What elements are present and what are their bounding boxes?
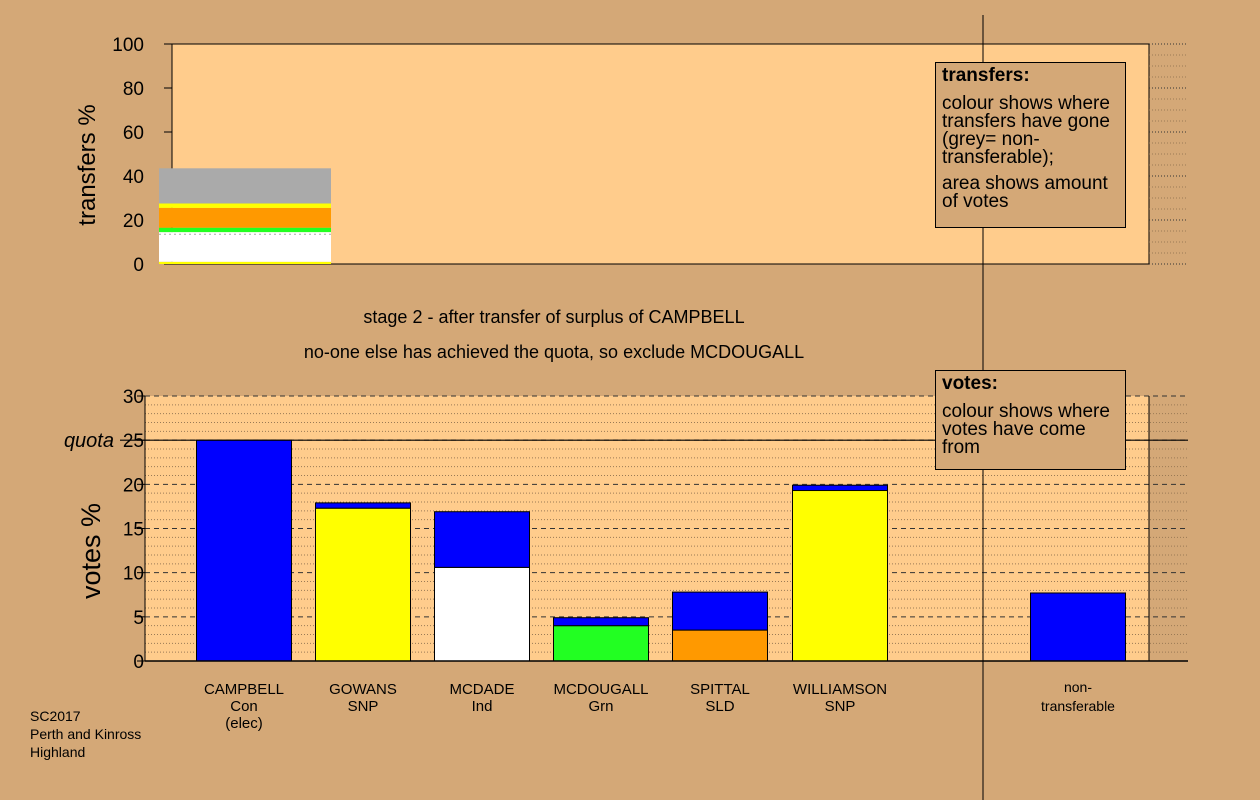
category-label-gowans: SNP xyxy=(348,698,379,715)
bar-mcdade-segment xyxy=(434,511,530,568)
category-label-gowans: GOWANS xyxy=(329,681,397,698)
transfers-legend: transfers: colour shows where transfers … xyxy=(935,62,1126,228)
votes-y-axis-title: votes % xyxy=(76,503,106,599)
transfers-tick-label: 60 xyxy=(123,123,144,144)
votes-tick-label: 10 xyxy=(123,564,144,585)
votes-y-ticks: 0 5 10 15 20 25 30 xyxy=(123,387,145,673)
category-label-mcdade: MCDADE xyxy=(449,681,514,698)
votes-tick-label: 25 xyxy=(123,431,144,452)
category-label-williamson: SNP xyxy=(825,698,856,715)
votes-tick-label: 15 xyxy=(123,520,144,541)
category-label-mcdougall: Grn xyxy=(588,698,613,715)
transfers-bar-segment xyxy=(159,207,331,228)
transfers-bar-segment xyxy=(159,261,331,264)
bar-mcdougall-segment xyxy=(553,625,649,662)
bar-spittal-segment xyxy=(672,591,768,631)
votes-bars xyxy=(196,439,1126,662)
transfers-bars xyxy=(159,168,331,264)
category-label-mcdougall: MCDOUGALL xyxy=(553,681,648,698)
transfers-bar-segment xyxy=(159,232,331,262)
category-label-campbell: CAMPBELL xyxy=(204,681,284,698)
transfers-y-ticks: 0 20 40 60 80 100 xyxy=(112,35,172,276)
votes-tick-label: 20 xyxy=(123,475,144,496)
category-label-mcdade: Ind xyxy=(472,698,493,715)
bar-nontransferable-segment xyxy=(1030,592,1126,662)
footer-area: Highland xyxy=(30,744,86,760)
bar-williamson-segment xyxy=(792,484,888,492)
transfers-legend-text-2: area shows amount of votes xyxy=(942,173,1108,212)
footer-election: SC2017 xyxy=(30,708,81,724)
transfers-legend-title: transfers: xyxy=(942,65,1030,86)
transfers-tick-label: 0 xyxy=(133,255,144,276)
bar-gowans-segment xyxy=(315,502,411,509)
category-label-nontransferable: transferable xyxy=(1041,698,1115,714)
category-label-spittal: SLD xyxy=(705,698,734,715)
stage-title: stage 2 - after transfer of surplus of C… xyxy=(363,307,744,327)
footer-ward: Perth and Kinross xyxy=(30,726,142,742)
bar-mcdougall-segment xyxy=(553,617,649,627)
transfers-tick-label: 20 xyxy=(123,211,144,232)
category-labels: CAMPBELLCon(elec)GOWANSSNPMCDADEIndMCDOU… xyxy=(204,679,1115,732)
category-label-williamson: WILLIAMSON xyxy=(793,681,887,698)
category-label-campbell: (elec) xyxy=(225,715,263,732)
stage-subtitle: no-one else has achieved the quota, so e… xyxy=(304,342,804,362)
transfers-bar-segment xyxy=(159,203,331,208)
bar-williamson-segment xyxy=(792,490,888,662)
votes-tick-label: 5 xyxy=(133,608,144,629)
transfers-tick-label: 40 xyxy=(123,167,144,188)
transfers-gridlines xyxy=(1149,43,1188,265)
votes-legend-title: votes: xyxy=(942,373,998,394)
footer: SC2017 Perth and Kinross Highland xyxy=(30,707,141,761)
category-label-nontransferable: non- xyxy=(1064,679,1092,695)
votes-legend-text: colour shows where votes have come from xyxy=(942,401,1110,458)
bar-campbell-segment xyxy=(196,439,292,662)
transfers-tick-label: 100 xyxy=(112,35,144,56)
transfers-y-axis-title: transfers % xyxy=(74,104,101,225)
votes-tick-label: 0 xyxy=(133,652,144,673)
transfers-tick-label: 80 xyxy=(123,79,144,100)
category-label-spittal: SPITTAL xyxy=(690,681,750,698)
transfers-bar-segment xyxy=(159,168,331,204)
transfers-legend-text-1: colour shows where transfers have gone (… xyxy=(942,93,1110,168)
votes-legend: votes: colour shows where votes have com… xyxy=(935,370,1126,470)
quota-label: quota xyxy=(64,430,114,452)
transfers-bar-segment xyxy=(159,227,331,233)
bar-gowans-segment xyxy=(315,507,411,662)
votes-tick-label: 30 xyxy=(123,387,144,408)
bar-spittal-segment xyxy=(672,629,768,662)
category-label-campbell: Con xyxy=(230,698,258,715)
bar-mcdade-segment xyxy=(434,566,530,662)
